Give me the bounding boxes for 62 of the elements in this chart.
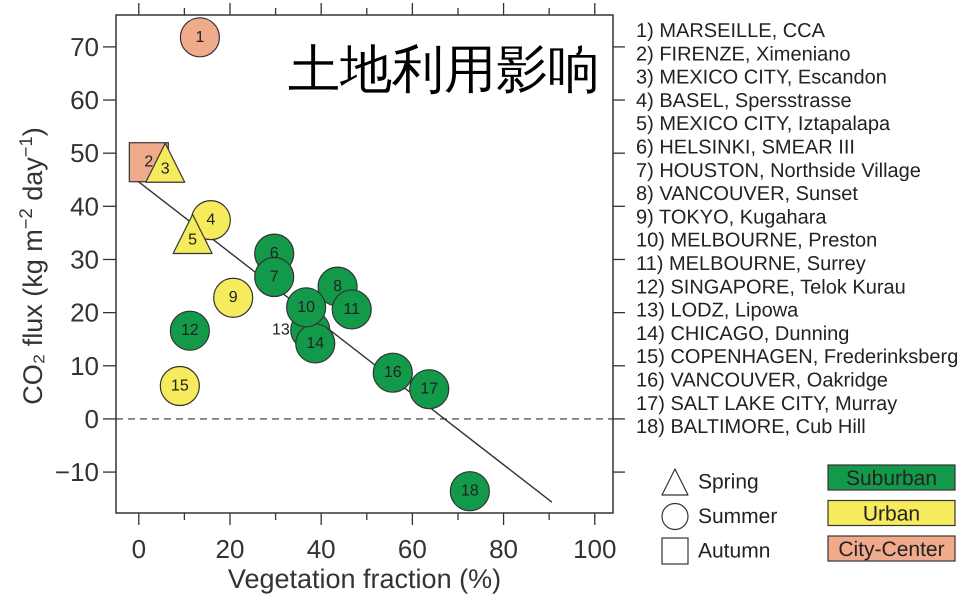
text: 土地利用影响 (288, 41, 600, 99)
x-tick-label: 20 (216, 534, 244, 564)
text: 10) MELBOURNE, Preston (636, 230, 878, 252)
text: 1) MARSEILLE, CCA (636, 20, 826, 42)
text: 7) HOUSTON, Northside Village (636, 160, 921, 182)
x-tick-label: 100 (573, 534, 616, 564)
text: 2) FIRENZE, Ximeniano (636, 43, 851, 66)
y-tick-label: −10 (54, 457, 99, 488)
point (180, 17, 220, 58)
annotation: 14 (306, 334, 324, 352)
text: 18) BALTIMORE, Cub Hill (636, 416, 866, 438)
annotation: 1 (195, 28, 204, 46)
text: 14) CHICAGO, Dunning (636, 322, 850, 345)
y-tick-label: 40 (70, 191, 99, 222)
text: 3) MEXICO CITY, Escandon (636, 66, 887, 89)
y-tick-label: 60 (70, 85, 99, 116)
annotation: 5 (188, 231, 198, 248)
annotation: 7 (270, 268, 279, 286)
x-axis-title: Vegetation fraction (%) (228, 564, 502, 594)
y-tick-label: 0 (84, 404, 99, 434)
annotation: 4 (206, 212, 216, 229)
point (254, 256, 294, 298)
text: 15) COPENHAGEN, Frederinksberg (636, 346, 958, 368)
text: Urban (862, 502, 920, 526)
x-tick-label: 80 (489, 534, 518, 564)
x-tick-label: 0 (132, 534, 146, 564)
text: 16) VANCOUVER, Oakridge (636, 370, 888, 392)
text: 12) SINGAPORE, Telok Kurau (636, 276, 906, 298)
annotation: 11 (343, 300, 360, 318)
text: Spring (698, 470, 759, 494)
annotation: 18 (460, 482, 479, 500)
point (213, 278, 254, 318)
annotation: 12 (180, 322, 199, 340)
text: City-Center (838, 538, 945, 561)
point (172, 214, 213, 254)
text: 13) LODZ, Lipowa (636, 300, 800, 322)
annotation: 9 (228, 289, 238, 306)
text: Summer (698, 505, 778, 528)
y-tick-label: 10 (70, 350, 99, 381)
y-tick-label: 30 (70, 244, 99, 274)
annotation: 3 (160, 160, 170, 178)
x-tick-label: 60 (398, 534, 427, 564)
annotation: 8 (333, 278, 342, 296)
text: 4) BASEL, Spersstrasse (636, 90, 852, 112)
y-tick-label: 20 (70, 298, 99, 328)
y-tick-label: 50 (70, 138, 99, 168)
text: Suburban (846, 467, 938, 490)
text: 8) VANCOUVER, Sunset (636, 183, 858, 206)
y-tick-label: 70 (70, 32, 99, 62)
text: Autumn (698, 540, 770, 562)
text: 11) MELBOURNE, Surrey (636, 253, 866, 275)
annotation: 10 (297, 298, 316, 316)
annotation: 2 (144, 154, 154, 171)
x-tick-label: 40 (306, 534, 336, 564)
text: 5) MEXICO CITY, Iztapalapa (636, 113, 892, 136)
annotation: 17 (420, 380, 438, 398)
text: 6) HELSINKI, SMEAR III (636, 136, 855, 158)
annotation: 15 (170, 377, 189, 394)
annotation: 16 (384, 364, 402, 382)
text: 9) TOKYO, Kugahara (636, 206, 828, 228)
text: 17) SALT LAKE CITY, Murray (636, 392, 898, 415)
annotation: 13 (272, 322, 290, 339)
